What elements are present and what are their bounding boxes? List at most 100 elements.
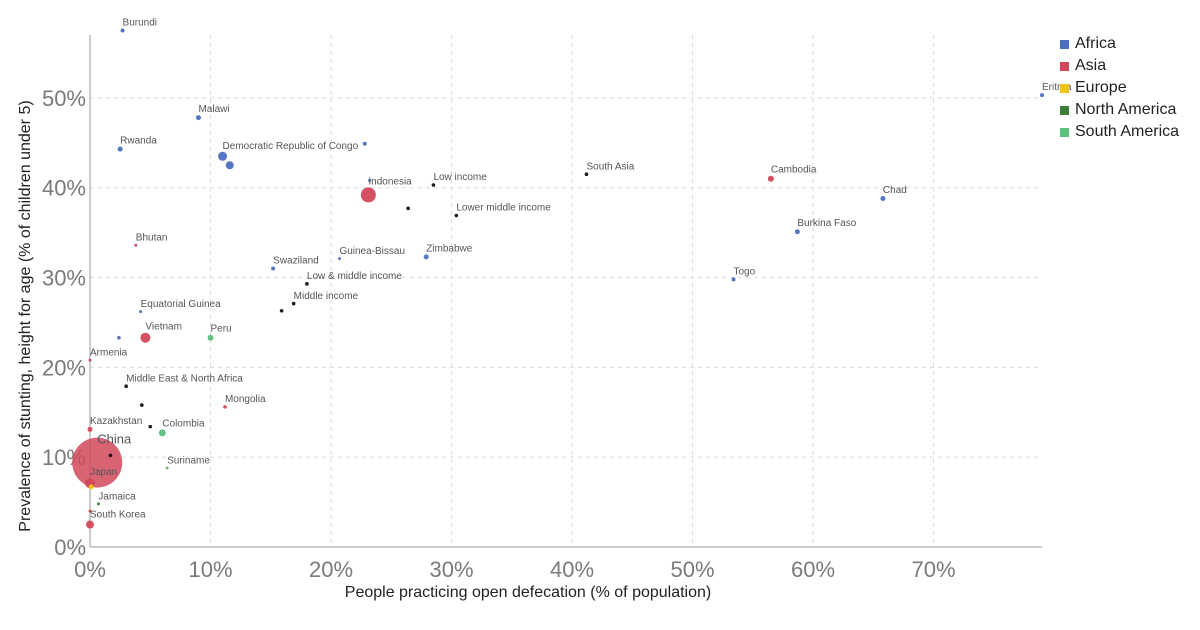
point-label: South Korea [90, 510, 146, 521]
legend-item[interactable]: Asia [1060, 55, 1179, 77]
point-label: Middle East & North Africa [126, 373, 243, 384]
y-tick-label: 50% [42, 86, 86, 111]
data-point[interactable] [88, 484, 94, 490]
data-point[interactable] [368, 179, 372, 183]
point-label: Burkina Faso [797, 218, 856, 229]
data-point[interactable] [72, 437, 123, 488]
y-tick-label: 20% [42, 355, 86, 380]
data-point[interactable] [88, 358, 92, 362]
data-point[interactable] [117, 146, 123, 152]
point-label: Guinea-Bissau [339, 246, 405, 257]
point-label: Zimbabwe [426, 243, 473, 254]
point-label: Armenia [90, 348, 128, 359]
point-label: Rwanda [120, 136, 157, 147]
point-label: Lower middle income [456, 203, 551, 214]
legend-swatch [1060, 39, 1069, 49]
y-axis-title: Prevalence of stunting, height for age (… [17, 100, 34, 531]
data-point[interactable] [337, 257, 341, 261]
data-point[interactable] [96, 502, 100, 506]
point-label: China [97, 432, 132, 447]
data-point[interactable] [794, 229, 800, 235]
point-label: Equatorial Guinea [141, 299, 221, 310]
tick-labels: 0% 10% 20% 30% 40% 50% 60% 70%0%10%20%30%40%50% [42, 86, 956, 582]
point-label: Peru [211, 324, 232, 335]
data-point[interactable] [223, 405, 227, 409]
data-point[interactable] [291, 301, 296, 306]
data-point[interactable] [362, 141, 367, 146]
data-point[interactable] [584, 172, 589, 177]
x-axis-title: People practicing open defecation (% of … [345, 584, 711, 601]
point-label: Malawi [198, 104, 229, 115]
data-point[interactable] [148, 424, 153, 429]
data-point[interactable] [279, 308, 284, 313]
data-point[interactable] [305, 282, 309, 286]
data-point[interactable] [880, 195, 886, 201]
data-point[interactable] [134, 243, 138, 247]
legend: Africa Asia Europe North America South Ameri… [1060, 33, 1179, 143]
x-tick-label: 20% [309, 557, 353, 582]
point-labels: Burundi Eritrea Malawi Rwanda Democratic Rep… [90, 18, 1072, 521]
data-point[interactable] [87, 426, 93, 432]
data-point[interactable] [124, 384, 128, 389]
point-label: Middle income [294, 291, 359, 302]
y-tick-label: 0% [54, 535, 86, 560]
x-tick-label: 40% [550, 557, 594, 582]
legend-swatch [1060, 105, 1069, 115]
legend-label: South America [1075, 123, 1180, 140]
grid-lines [90, 35, 1042, 547]
data-point[interactable] [140, 332, 151, 343]
point-label: Eritrea [1042, 82, 1072, 93]
data-point[interactable] [406, 206, 410, 211]
x-tick-label: 50% [671, 557, 715, 582]
point-label: Togo [734, 266, 756, 277]
legend-swatch [1060, 61, 1069, 71]
data-point[interactable] [165, 466, 169, 470]
data-point[interactable] [423, 254, 429, 260]
point-label: Jamaica [98, 491, 136, 502]
legend-item[interactable]: South America [1060, 121, 1179, 143]
data-point[interactable] [767, 175, 774, 182]
data-point[interactable] [86, 520, 94, 529]
data-point[interactable] [218, 151, 228, 161]
point-label: Indonesia [368, 176, 412, 187]
data-point[interactable] [88, 509, 92, 513]
axes [89, 35, 1042, 548]
data-point[interactable] [195, 115, 201, 121]
legend-swatch [1060, 127, 1069, 137]
data-point[interactable] [360, 187, 376, 203]
point-label: Suriname [167, 455, 210, 466]
data-point[interactable] [120, 28, 125, 33]
point-label: Swaziland [273, 256, 319, 267]
y-tick-label: 30% [42, 266, 86, 291]
data-point[interactable] [454, 213, 459, 218]
x-tick-label: 30% [429, 557, 473, 582]
x-tick-label: 60% [791, 557, 835, 582]
data-point[interactable] [139, 310, 143, 314]
data-point[interactable] [731, 277, 736, 282]
legend-swatch [1060, 83, 1069, 93]
point-label: Colombia [162, 418, 205, 429]
data-point[interactable] [225, 161, 234, 170]
data-point[interactable] [207, 334, 214, 341]
data-point[interactable] [158, 429, 166, 437]
data-point[interactable] [1040, 93, 1044, 98]
point-label: Democratic Republic of Congo [223, 141, 359, 152]
legend-label: Europe [1075, 79, 1127, 96]
point-label: Vietnam [145, 322, 182, 333]
data-point[interactable] [431, 183, 436, 187]
point-label: Cambodia [771, 165, 817, 176]
legend-item[interactable]: North America [1060, 99, 1179, 121]
legend-item[interactable]: Europe [1060, 77, 1179, 99]
data-point[interactable] [108, 453, 113, 458]
x-tick-label: 10% [188, 557, 232, 582]
data-point[interactable] [117, 335, 121, 340]
legend-label: Asia [1075, 57, 1107, 74]
legend-item[interactable]: Africa [1060, 33, 1179, 55]
legend-label: North America [1075, 101, 1177, 118]
data-point[interactable] [140, 403, 144, 407]
point-label: Low income [433, 172, 487, 183]
data-point[interactable] [271, 266, 276, 271]
y-tick-label: 40% [42, 176, 86, 201]
point-label: Burundi [123, 18, 157, 29]
